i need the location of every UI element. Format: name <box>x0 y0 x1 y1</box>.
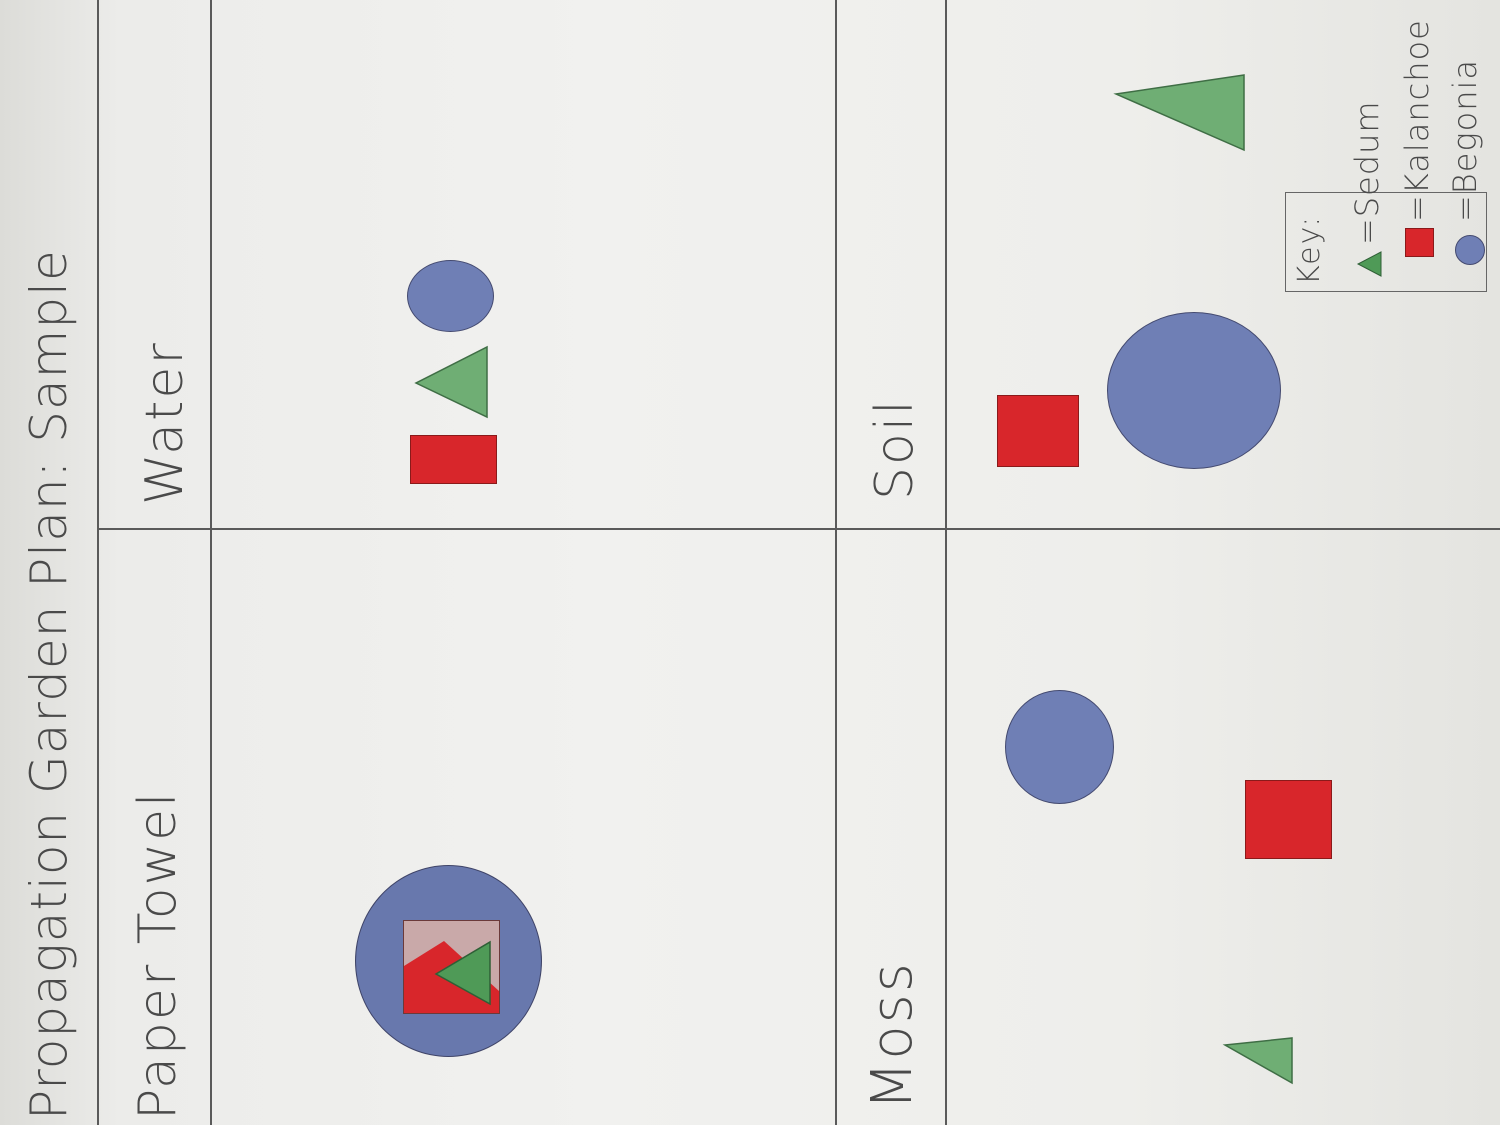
legend-key-box <box>1285 192 1487 292</box>
moss-sedum-triangle <box>1222 1037 1293 1085</box>
right-label-divider <box>945 0 947 1125</box>
soil-label: Soil <box>865 398 925 500</box>
key-kalanchoe-label: =Kalanchoe <box>1398 19 1436 222</box>
blue-circle-icon <box>1455 235 1485 265</box>
moss-begonia-circle <box>1005 690 1114 804</box>
water-kalanchoe-square <box>410 435 497 484</box>
moss-label: Moss <box>860 961 925 1110</box>
key-heading: Key: <box>1292 214 1327 285</box>
moss-kalanchoe-square <box>1245 780 1332 859</box>
page-title: Propagation Garden Plan: Sample <box>20 249 78 1120</box>
key-begonia-label: =Begonia <box>1446 58 1484 222</box>
soil-sedum-triangle <box>1113 74 1245 152</box>
key-sedum-label: =Sedum <box>1348 100 1386 245</box>
paper-towel-label: Paper Towel <box>128 790 188 1120</box>
center-horizontal-divider <box>99 528 1500 530</box>
water-label: Water <box>135 341 195 505</box>
water-sedum-triangle <box>414 345 488 419</box>
red-square-icon <box>1405 228 1434 257</box>
green-triangle-icon <box>1356 251 1382 277</box>
title-column-divider <box>97 0 99 1125</box>
paper-towel-sedum-triangle <box>434 940 491 1006</box>
water-begonia-circle <box>407 260 494 332</box>
left-label-divider <box>210 0 212 1125</box>
center-vertical-divider <box>835 0 837 1125</box>
soil-begonia-circle <box>1107 312 1281 469</box>
soil-kalanchoe-square <box>997 395 1079 467</box>
